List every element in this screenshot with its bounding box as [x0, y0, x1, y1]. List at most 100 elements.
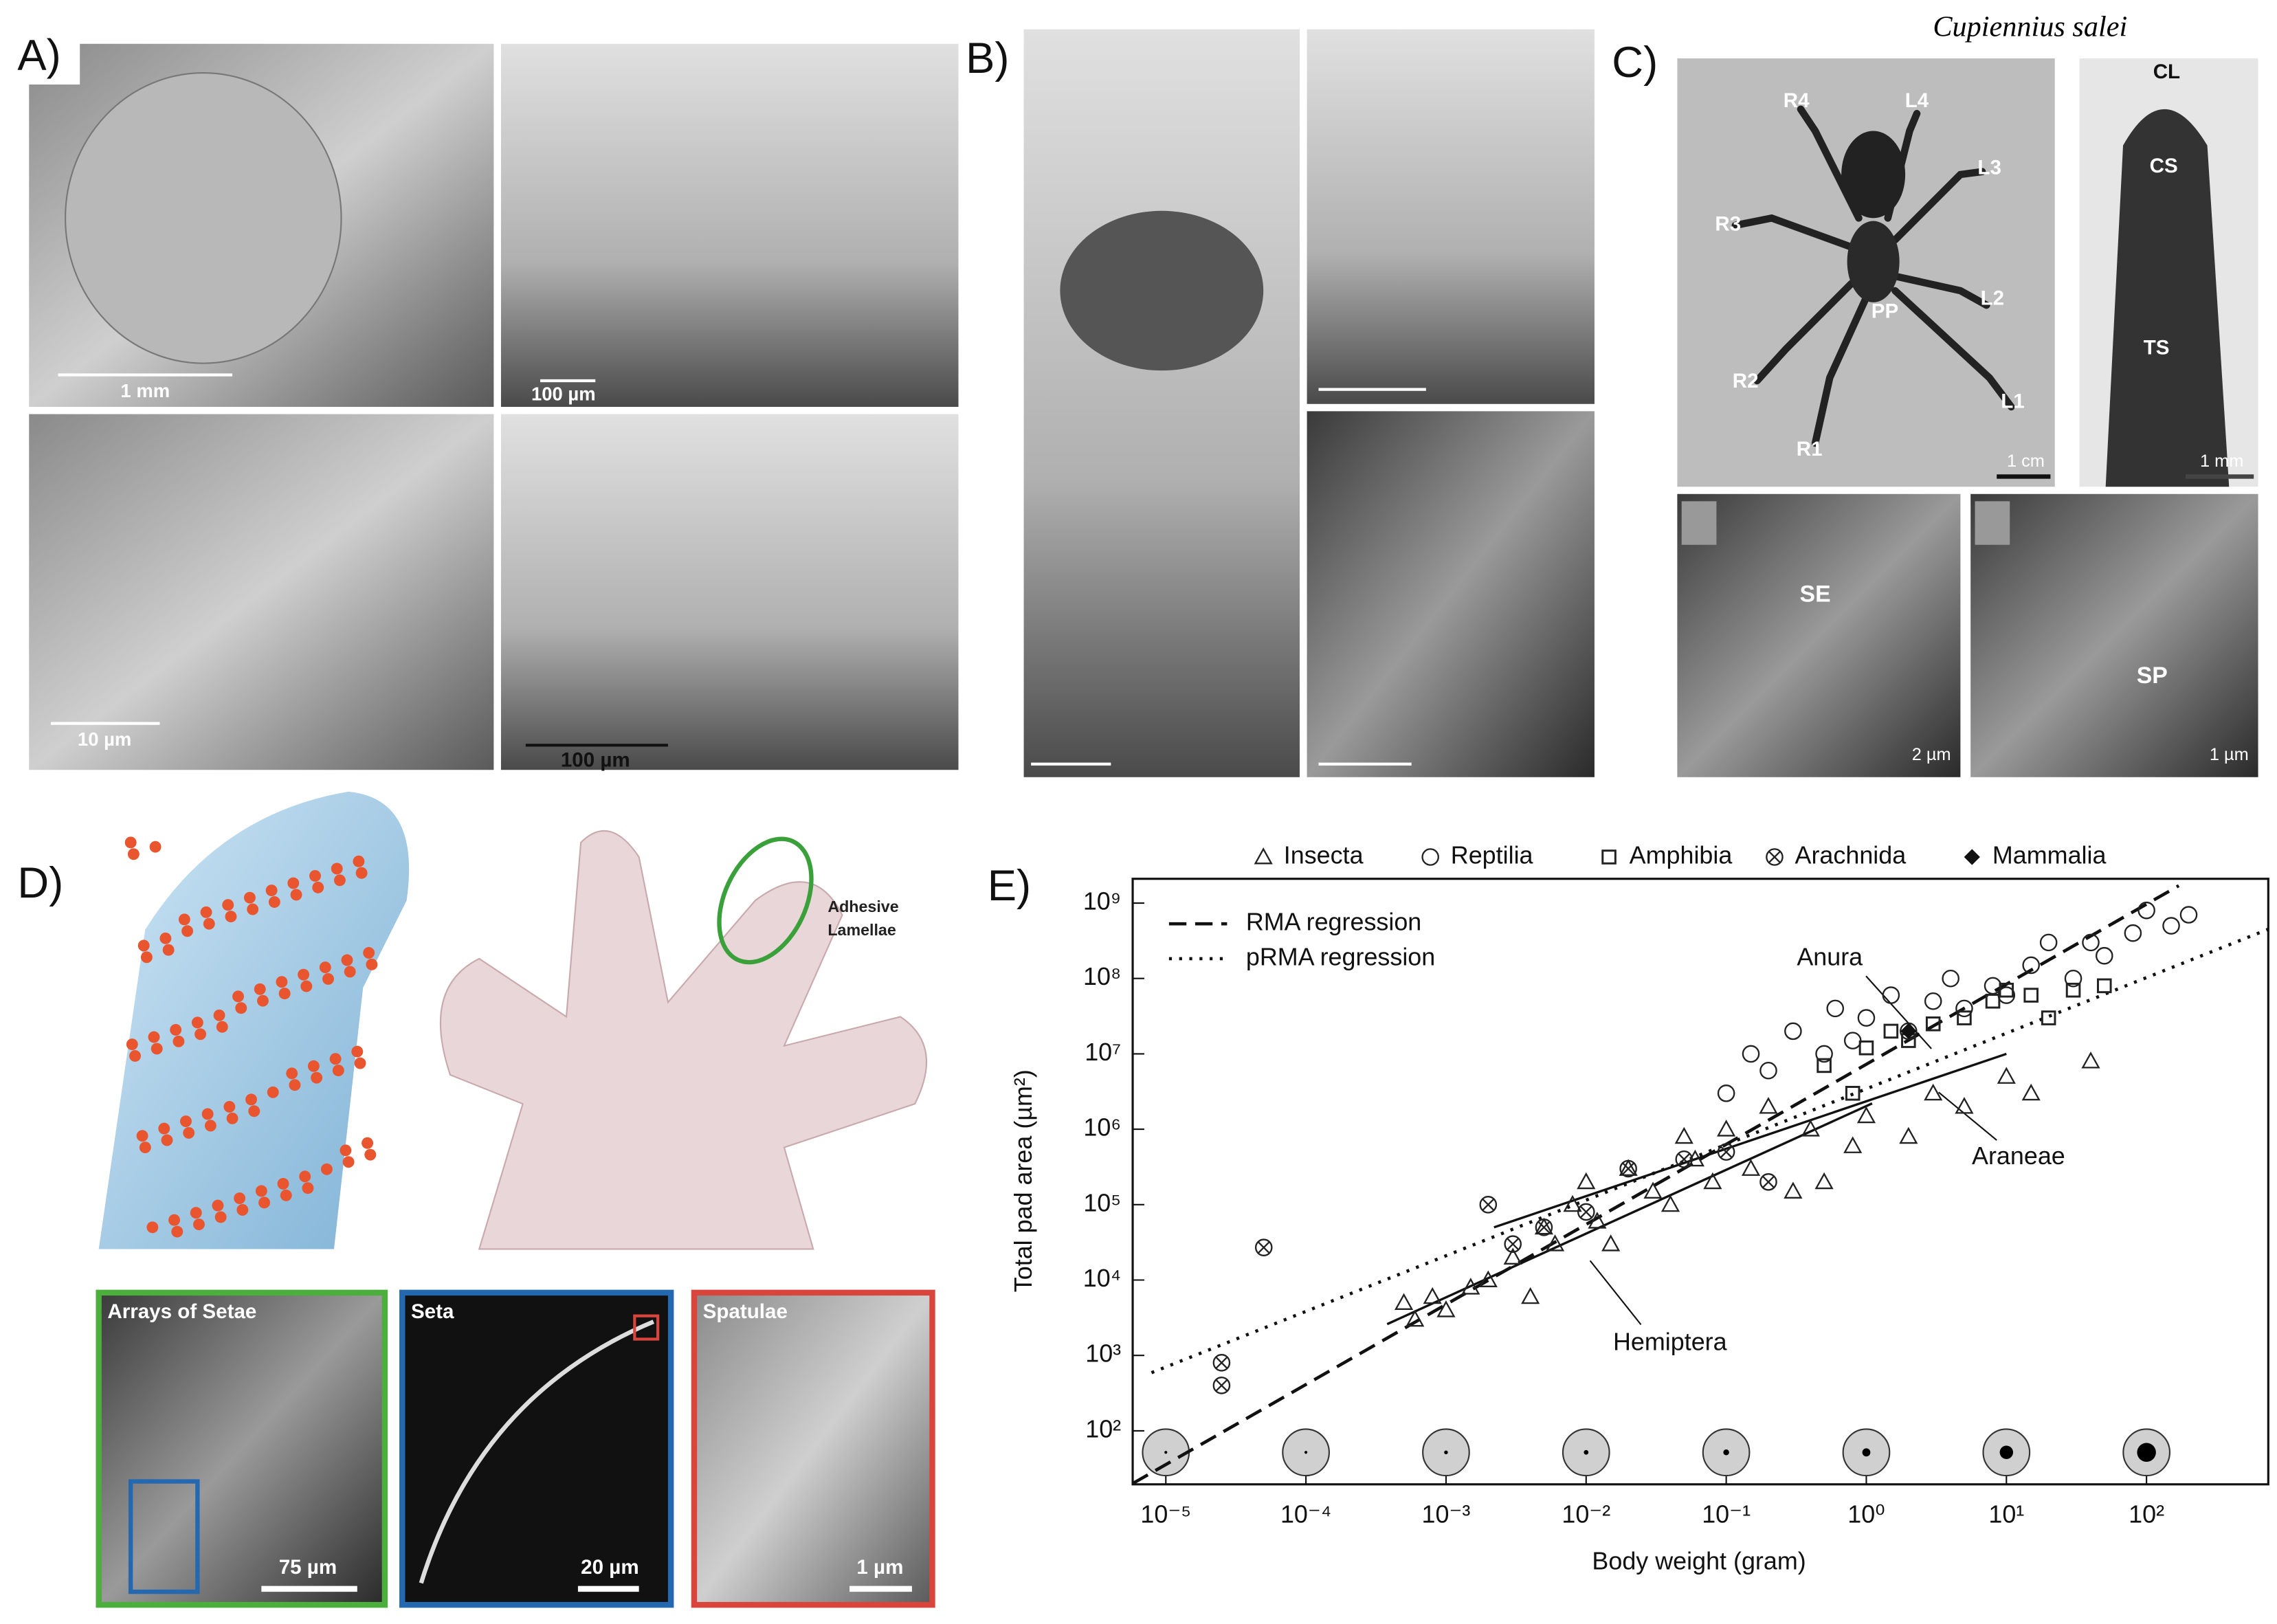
point: [1717, 1120, 1736, 1137]
spot: [243, 891, 256, 904]
point: [1784, 1181, 1803, 1199]
spot: [256, 994, 269, 1007]
spot: [161, 1134, 173, 1146]
tarsal-tuft: [1060, 210, 1264, 371]
part-label: SP: [2137, 663, 2168, 689]
spot: [329, 1053, 342, 1065]
scale-label: 1 mm: [120, 380, 170, 401]
species-name: Cupiennius salei: [1933, 10, 2127, 43]
spot: [307, 1060, 320, 1072]
spot: [200, 906, 212, 918]
spot: [341, 954, 353, 966]
size-dot: [1584, 1449, 1589, 1455]
leader-line: [1938, 1091, 1997, 1141]
spot: [351, 1045, 364, 1058]
panel-label: A): [17, 32, 60, 80]
inset: [691, 1289, 935, 1608]
spot: [258, 1197, 270, 1209]
legend-label: pRMA regression: [1246, 942, 1435, 970]
x-axis-label: Body weight (gram): [1592, 1546, 1806, 1575]
point: [1924, 1083, 1943, 1101]
x-tick-label: 10⁻¹: [1702, 1500, 1751, 1528]
spot: [232, 990, 244, 1003]
point: [2081, 1052, 2100, 1069]
point: [1643, 1181, 1663, 1199]
scale-label: 2 µm: [1912, 745, 1951, 764]
point: [1254, 1238, 1273, 1256]
panel-label: D): [17, 859, 63, 907]
spot: [191, 1016, 203, 1029]
point: [1925, 1016, 1941, 1032]
y-tick-label: 10⁴: [1083, 1264, 1121, 1292]
inset-title: Spatulae: [703, 1300, 788, 1323]
size-dot: [1723, 1449, 1729, 1456]
point: [1674, 1126, 1693, 1144]
point: [2064, 969, 2082, 988]
spot: [320, 1163, 333, 1175]
spot: [236, 1203, 249, 1216]
point: [1423, 1287, 1442, 1304]
claw-tuft: [2105, 109, 2230, 487]
point: [1858, 1040, 1874, 1056]
point: [2041, 1010, 2056, 1025]
legend-label: Mammalia: [1992, 841, 2107, 869]
spot: [136, 1130, 148, 1142]
spider-body: [1841, 131, 1906, 219]
spot: [366, 958, 378, 970]
spot: [247, 903, 259, 915]
legend-label: RMA regression: [1246, 908, 1421, 936]
spot: [159, 932, 172, 944]
point: [1521, 1287, 1540, 1304]
spot: [214, 1211, 227, 1223]
spot: [139, 1142, 151, 1154]
scale-label: 100 µm: [531, 383, 596, 404]
point: [1461, 1278, 1480, 1295]
micrograph: [1970, 493, 2258, 777]
spot: [212, 1199, 224, 1212]
y-tick-label: 10²: [1085, 1414, 1121, 1443]
point: [1619, 1159, 1637, 1178]
spot: [213, 1009, 225, 1021]
spot: [362, 1137, 374, 1149]
legend-marker: [1254, 847, 1273, 865]
point: [2082, 933, 2100, 952]
panel-e: E) Body weight (gram) Total pad area (µm…: [988, 841, 2269, 1575]
size-dot: [1164, 1451, 1168, 1454]
point: [1882, 986, 1900, 1004]
spot: [298, 968, 310, 981]
spot: [140, 951, 153, 964]
point: [1815, 1045, 1833, 1063]
spot: [204, 1120, 216, 1132]
leg-label: R1: [1797, 438, 1823, 460]
micrograph: [1677, 493, 1961, 777]
spot: [149, 841, 162, 853]
spot: [195, 1028, 207, 1041]
point: [2124, 924, 2142, 942]
panel-label: B): [966, 34, 1009, 82]
point: [1843, 1136, 1863, 1153]
spot: [248, 1105, 260, 1117]
leg-label: PP: [1871, 300, 1898, 322]
spot: [331, 863, 343, 875]
legend-label: Amphibia: [1630, 841, 1733, 869]
spot: [353, 855, 365, 867]
spot: [235, 1002, 247, 1014]
leg-label: L3: [1977, 156, 2001, 179]
spot: [267, 1086, 279, 1098]
spot: [280, 1189, 292, 1201]
scale-label: 100 µm: [561, 748, 630, 771]
point: [2137, 901, 2155, 920]
legend-marker: [1964, 849, 1980, 865]
point: [1577, 1203, 1595, 1221]
spot: [158, 1122, 170, 1135]
point: [1759, 1173, 1777, 1191]
spot: [363, 946, 375, 959]
part-label: TS: [2144, 336, 2170, 359]
point: [2095, 946, 2113, 965]
point: [1619, 1159, 1638, 1176]
spot: [364, 1148, 377, 1161]
spot: [354, 1057, 366, 1069]
marker-box: [1681, 501, 1717, 545]
point: [1759, 1061, 1777, 1080]
